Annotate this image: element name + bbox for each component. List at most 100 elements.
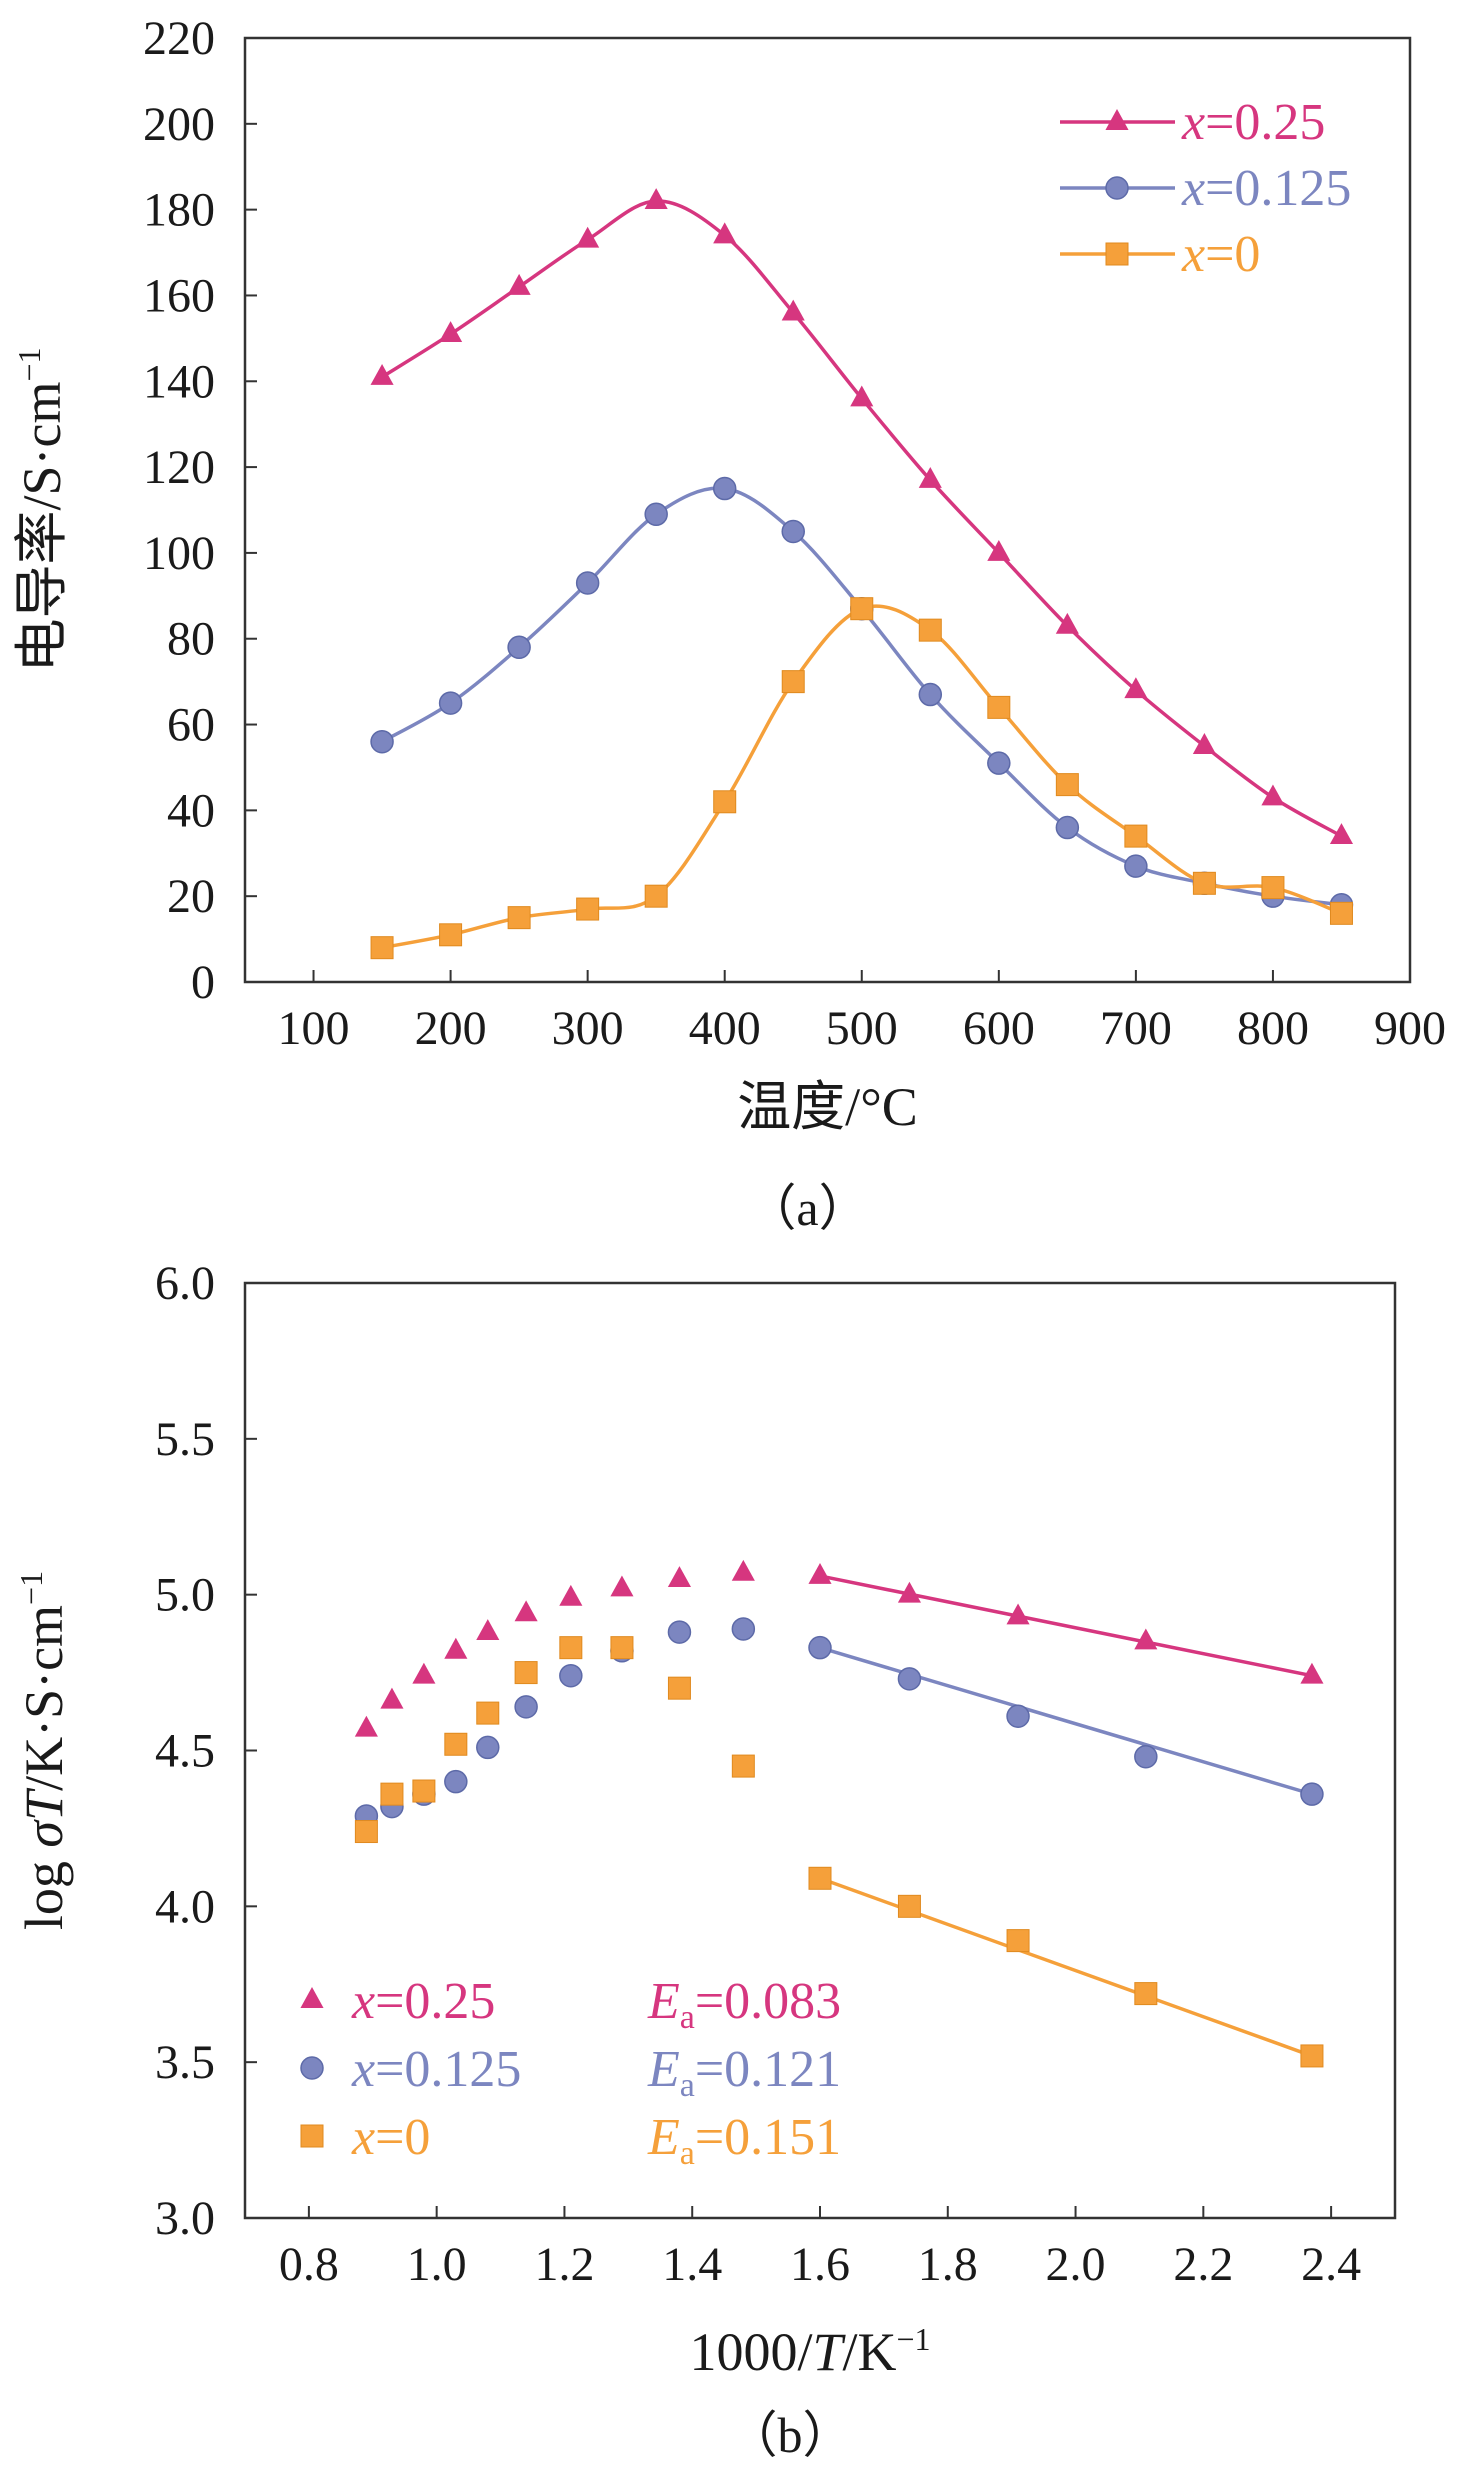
data-point (781, 299, 805, 321)
fit-line (819, 1645, 1313, 1796)
series-line (381, 199, 1343, 838)
x-axis-title: 1000/T/K−1 (689, 2321, 930, 2382)
x-tick-label: 0.8 (279, 2238, 339, 2291)
data-point (1134, 1744, 1158, 1769)
y-axis-title: log σT/K·S·cm−1 (13, 1571, 74, 1930)
y-tick-label: 4.0 (155, 1880, 215, 1933)
legend-label: x=0 (1181, 226, 1260, 283)
activation-energy-label: Ea=0.151 (647, 2109, 841, 2172)
data-point (575, 571, 600, 595)
data-point (507, 635, 531, 660)
legend-marker (1105, 242, 1129, 266)
x-tick-label: 1.0 (407, 2238, 467, 2291)
data-point (1055, 612, 1079, 634)
data-point (1124, 854, 1148, 878)
data-point (507, 273, 531, 295)
plot-frame (243, 36, 1412, 984)
series-line (381, 486, 1342, 907)
data-point (713, 790, 737, 814)
data-point (1261, 876, 1285, 900)
y-tick-label: 4.5 (155, 1725, 215, 1778)
data-point (507, 906, 531, 930)
x-tick-label: 400 (689, 1002, 761, 1055)
data-point (808, 1866, 832, 1890)
x-tick-label: 1.6 (790, 2238, 850, 2291)
y-tick-label: 3.0 (155, 2192, 215, 2245)
activation-energy-label: Ea=0.083 (647, 1973, 841, 2036)
x-tick-label: 1.2 (534, 2238, 594, 2291)
y-tick-label: 140 (143, 355, 215, 408)
data-point (439, 923, 463, 947)
data-point (514, 1661, 538, 1685)
data-point (918, 467, 942, 488)
data-point (514, 1600, 538, 1622)
legend-marker (1105, 109, 1129, 130)
data-point (380, 1782, 404, 1806)
x-tick-label: 1.4 (662, 2238, 722, 2291)
data-point (850, 385, 874, 407)
data-point (514, 1695, 538, 1719)
x-tick-label: 700 (1100, 1002, 1172, 1055)
legend-marker (300, 2056, 324, 2080)
legend-label: x=0.125 (351, 2041, 521, 2098)
data-point (987, 539, 1011, 561)
x-tick-label: 2.4 (1301, 2238, 1361, 2291)
data-point (808, 1563, 832, 1584)
data-point (644, 502, 668, 527)
data-point (1006, 1603, 1030, 1625)
x-tick-label: 800 (1237, 1002, 1309, 1055)
y-axis-title: 电导率/S·cm−1 (11, 347, 72, 672)
y-tick-label: 0 (191, 956, 215, 1009)
data-point (559, 1663, 583, 1688)
y-tick-label: 20 (167, 870, 215, 923)
data-point (476, 1619, 500, 1641)
data-point (559, 1636, 583, 1660)
activation-energy-label: Ea=0.121 (647, 2041, 841, 2104)
data-point (667, 1676, 691, 1700)
data-point (1300, 1662, 1324, 1684)
y-tick-label: 180 (143, 184, 215, 237)
legend-label: x=0 (351, 2109, 430, 2166)
data-point (897, 1667, 922, 1691)
panel-b-arrhenius-plot: 0.8 1.0 1.2 1.4 1.6 1.8 2.0 2.2 2.4 3.0 3.5 4.0 4.5 5… (13, 1257, 1397, 2463)
data-point (576, 226, 600, 248)
data-point (412, 1662, 436, 1684)
data-point (444, 1732, 468, 1756)
data-point (1329, 901, 1353, 925)
data-point (987, 695, 1011, 719)
data-point (731, 1754, 755, 1778)
data-point (1055, 773, 1079, 797)
legend-marker (300, 1987, 324, 2008)
data-point (380, 1687, 404, 1709)
fit-line (819, 1574, 1313, 1678)
legend-label: x=0.25 (1181, 94, 1325, 151)
legend-marker (300, 2124, 324, 2148)
x-tick-label: 1.8 (918, 2238, 978, 2291)
y-tick-label: 100 (143, 527, 215, 580)
data-point (918, 682, 943, 707)
y-tick-label: 5.5 (155, 1413, 215, 1466)
x-tick-label: 900 (1374, 1002, 1446, 1055)
data-point (1006, 1929, 1030, 1953)
x-axis-title: 温度/°C (737, 1077, 918, 1137)
x-tick-label: 500 (826, 1002, 898, 1055)
x-tick-label: 200 (415, 1002, 487, 1055)
x-tick-label: 300 (552, 1002, 624, 1055)
data-point (559, 1584, 583, 1606)
data-point (987, 751, 1011, 775)
data-point (850, 597, 874, 621)
data-point (354, 1715, 378, 1737)
y-tick-label: 80 (167, 613, 215, 666)
data-point (712, 476, 737, 501)
data-point (444, 1769, 468, 1794)
data-point (1124, 824, 1148, 848)
legend-label: x=0.25 (351, 1973, 495, 2030)
data-point (1006, 1704, 1030, 1728)
data-point (1124, 677, 1148, 699)
data-point (667, 1566, 691, 1588)
x-tick-label: 2.0 (1046, 2238, 1106, 2291)
data-point (610, 1575, 634, 1597)
panel-caption: （b） (728, 2407, 853, 2463)
y-tick-label: 220 (143, 12, 215, 65)
